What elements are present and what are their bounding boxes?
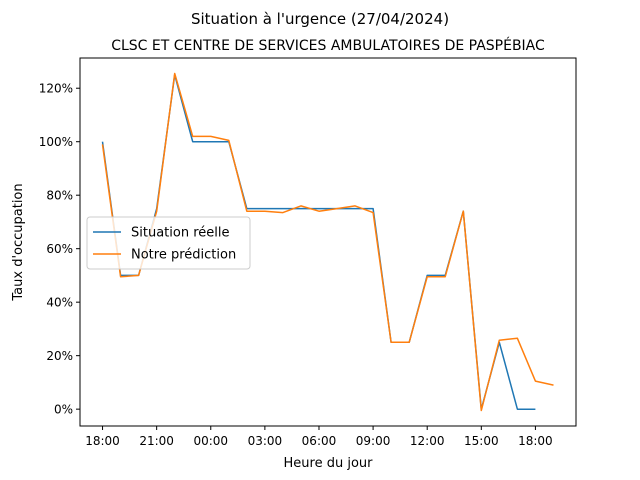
plot-lines [101,72,554,412]
x-tick-label: 09:00 [356,434,391,448]
legend-label-2: Notre prédiction [131,248,236,263]
x-tick-label: 21:00 [139,434,174,448]
y-axis-label: Taux d'occupation [11,183,26,301]
y-tick-label: 20% [46,349,73,363]
chart-suptitle: Situation à l'urgence (27/04/2024) [191,10,449,28]
legend: Situation réelle Notre prédiction [86,216,251,270]
plot-frame [79,57,577,427]
x-tick-label: 18:00 [518,434,553,448]
legend-label-1: Situation réelle [131,226,229,241]
y-axis: 0% 20% 40% 60% 80% 100% 120% [39,82,80,417]
legend-box [86,216,251,270]
x-axis-label: Heure du jour [284,456,374,471]
y-tick-label: 60% [46,242,73,256]
y-tick-label: 0% [54,403,73,417]
series-line-2 [101,72,554,412]
y-tick-label: 120% [39,82,73,96]
x-tick-label: 06:00 [302,434,337,448]
y-tick-label: 80% [46,189,73,203]
x-tick-label: 15:00 [464,434,499,448]
y-tick-label: 40% [46,296,73,310]
x-axis: 18:00 21:00 00:00 03:00 06:00 09:00 12:00 15:00… [85,426,553,448]
y-tick-label: 100% [39,135,73,149]
x-tick-label: 12:00 [410,434,445,448]
x-tick-label: 00:00 [193,434,228,448]
x-tick-label: 03:00 [248,434,283,448]
chart-title: CLSC ET CENTRE DE SERVICES AMBULATOIRES … [111,37,545,54]
x-tick-label: 18:00 [85,434,120,448]
